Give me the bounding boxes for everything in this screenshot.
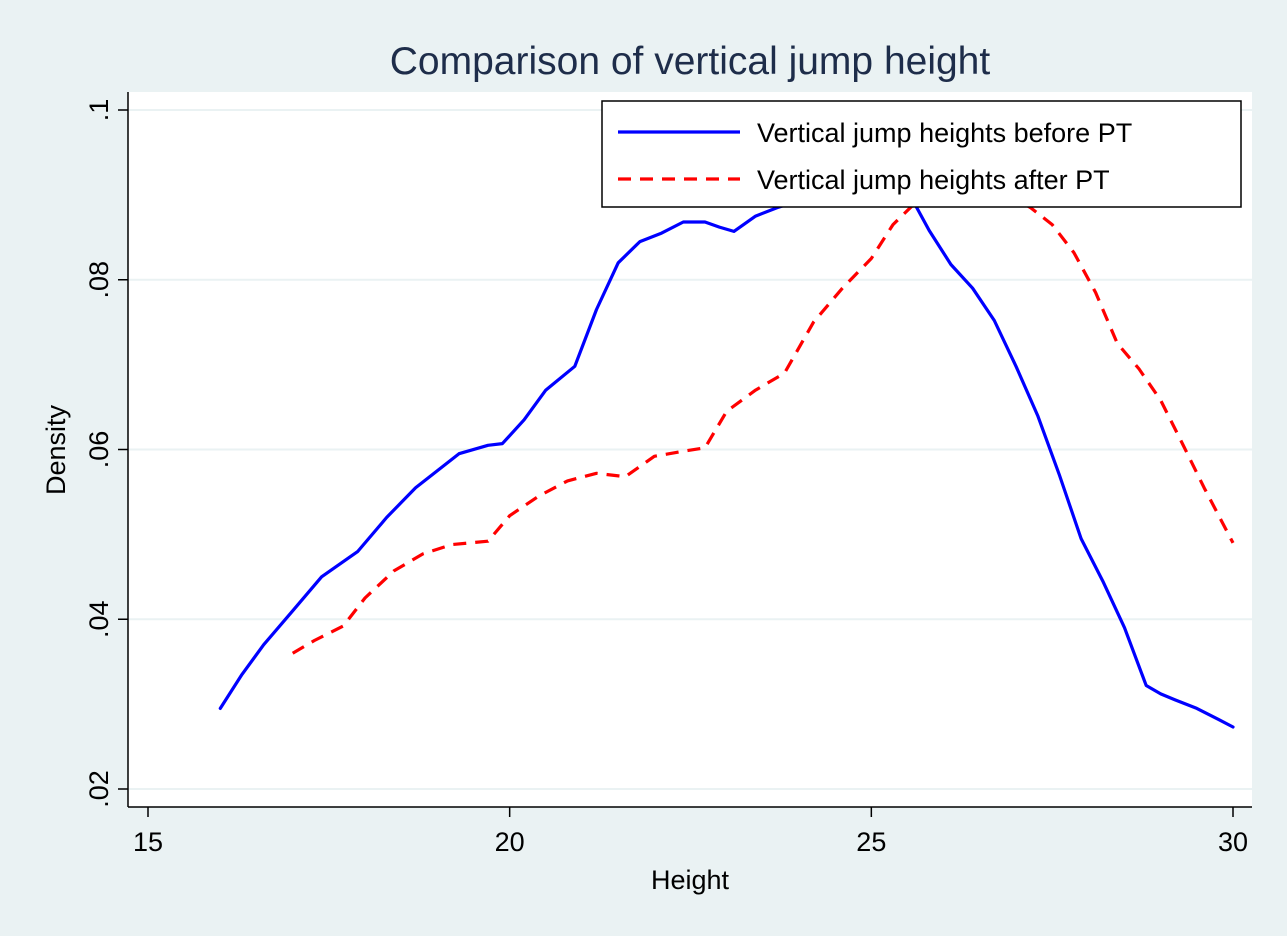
x-tick-label: 20 — [495, 827, 525, 857]
legend-label-before-pt: Vertical jump heights before PT — [757, 118, 1132, 148]
legend: Vertical jump heights before PT Vertical … — [601, 100, 1242, 208]
x-tick-label: 25 — [856, 827, 886, 857]
y-tick-label: .02 — [84, 770, 114, 808]
chart-title: Comparison of vertical jump height — [390, 40, 991, 83]
y-tick-label: .06 — [84, 431, 114, 469]
series-line-after-pt — [291, 186, 1235, 655]
series-lines — [218, 186, 1235, 729]
legend-box — [601, 100, 1242, 208]
axes: .02 .04 .06 .08 .1 15 20 25 30 — [84, 92, 1252, 857]
y-tick-label: .1 — [84, 99, 114, 122]
y-tick-label: .04 — [84, 600, 114, 638]
legend-label-after-pt: Vertical jump heights after PT — [757, 165, 1110, 195]
x-tick-label: 30 — [1218, 827, 1248, 857]
x-tick-label: 15 — [133, 827, 163, 857]
x-axis-label: Height — [651, 865, 730, 895]
series-line-before-pt — [218, 189, 1235, 729]
y-axis-label: Density — [41, 404, 71, 495]
y-tick-label: .08 — [84, 261, 114, 299]
